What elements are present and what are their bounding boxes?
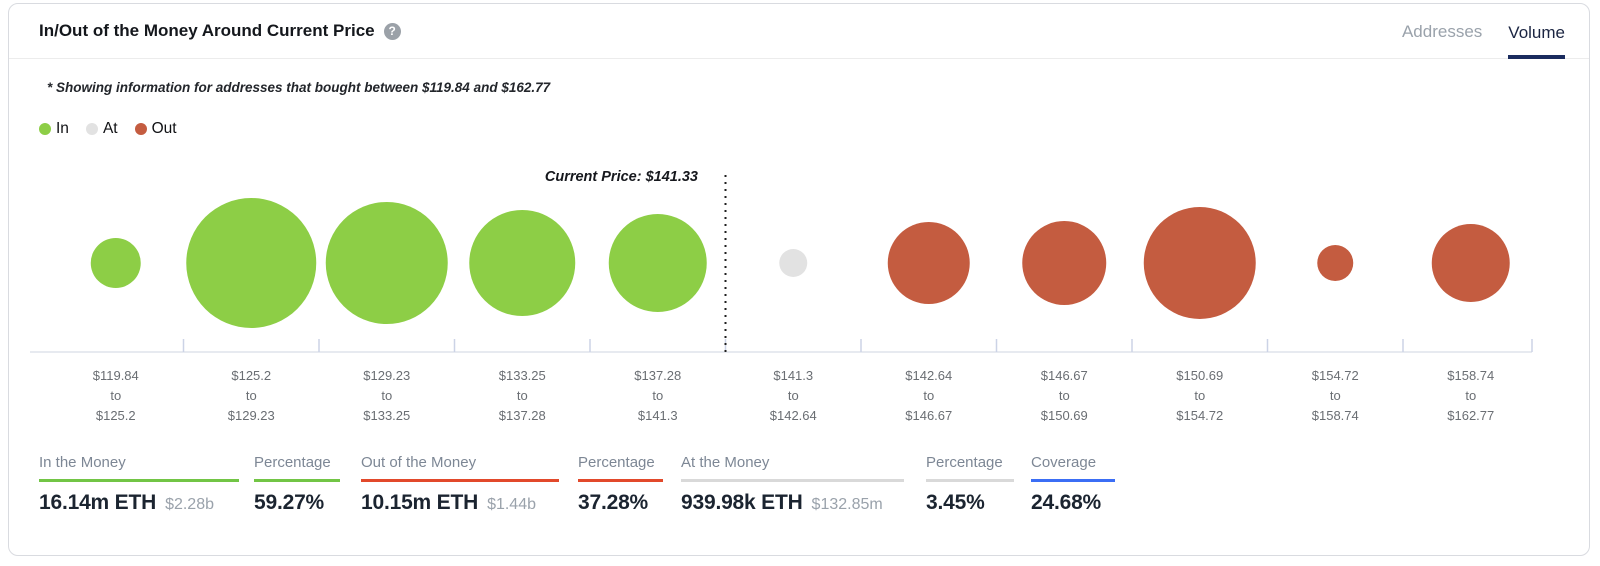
axis-band-label-6: $142.64 to $146.67 — [905, 368, 953, 424]
stat-coverage-6: Coverage 24.68% — [1031, 454, 1115, 515]
range-note: * Showing information for addresses that… — [47, 80, 551, 95]
chart-legend: In At Out — [39, 120, 1589, 138]
stat-secondary-value: $132.85m — [811, 496, 883, 513]
legend-item-in[interactable]: In — [39, 120, 69, 138]
stat-value: 10.15m ETH — [361, 491, 479, 514]
axis-band-label-0: $119.84 to $125.2 — [92, 368, 139, 424]
volume-bubble-in-4[interactable] — [608, 214, 707, 312]
volume-bubble-at-5[interactable] — [779, 249, 808, 277]
current-price-label: Current Price: $141.33 — [544, 169, 698, 185]
stat-label: At the Money — [681, 454, 904, 482]
volume-bubble-out-8[interactable] — [1143, 207, 1256, 319]
legend-dot-icon — [85, 123, 98, 135]
legend-label: At — [102, 120, 118, 137]
stat-in-the-money-0: In the Money 16.14m ETH $2.28b — [39, 454, 239, 515]
stat-percentage-1: Percentage 59.27% — [254, 454, 340, 515]
stat-label: Percentage — [578, 454, 663, 482]
stat-value: 24.68% — [1031, 491, 1102, 514]
legend-dot-icon — [134, 123, 147, 135]
legend-item-at[interactable]: At — [85, 120, 118, 138]
page-title: In/Out of the Money Around Current Price — [39, 21, 375, 40]
volume-bubble-out-9[interactable] — [1317, 245, 1354, 281]
volume-bubble-in-2[interactable] — [325, 202, 448, 324]
legend-dot-icon — [39, 123, 51, 135]
x-axis-labels: $119.84 to $125.2 $125.2 to $129.23 $129.23 to $… — [48, 366, 1539, 426]
stat-value: 37.28% — [578, 491, 649, 514]
stat-secondary-value: $1.44b — [487, 496, 536, 513]
stat-label: Out of the Money — [361, 454, 559, 482]
stat-percentage-5: Percentage 3.45% — [926, 454, 1014, 515]
card-header: In/Out of the Money Around Current Price… — [9, 4, 1589, 59]
view-tabs: Addresses Volume — [1401, 4, 1565, 59]
axis-band-label-5: $141.3 to $142.64 — [769, 368, 817, 424]
bubble-chart-canvas — [30, 175, 1533, 353]
volume-bubble-out-10[interactable] — [1431, 224, 1510, 302]
tab-volume[interactable]: Volume — [1508, 4, 1565, 59]
summary-stats: In the Money 16.14m ETH $2.28b Percentage 59… — [39, 454, 1589, 515]
axis-band-label-2: $129.23 to $133.25 — [363, 368, 411, 424]
volume-bubble-in-3[interactable] — [469, 210, 576, 316]
axis-band-label-4: $137.28 to $141.3 — [634, 368, 682, 424]
stat-percentage-3: Percentage 37.28% — [578, 454, 663, 515]
tab-addresses[interactable]: Addresses — [1401, 22, 1483, 41]
stat-label: Percentage — [926, 454, 1014, 482]
legend-label: In — [56, 120, 69, 137]
volume-bubble-out-6[interactable] — [887, 222, 970, 304]
axis-band-label-1: $125.2 to $129.23 — [227, 368, 275, 424]
legend-item-out[interactable]: Out — [134, 120, 177, 138]
stat-at-the-money-4: At the Money 939.98k ETH $132.85m — [681, 454, 904, 515]
stat-secondary-value: $2.28b — [165, 496, 214, 513]
axis-band-label-8: $150.69 to $154.72 — [1176, 368, 1224, 424]
axis-band-label-3: $133.25 to $137.28 — [498, 368, 546, 424]
stat-value: 3.45% — [926, 491, 985, 514]
volume-bubble-in-1[interactable] — [186, 198, 317, 328]
help-icon[interactable]: ? — [383, 22, 401, 40]
axis-band-label-9: $154.72 to $158.74 — [1311, 368, 1359, 424]
volume-bubble-out-7[interactable] — [1022, 221, 1107, 305]
stat-label: In the Money — [39, 454, 239, 482]
axis-band-label-7: $146.67 to $150.69 — [1040, 368, 1088, 424]
stat-value: 59.27% — [254, 491, 325, 514]
stat-out-of-the-money-2: Out of the Money 10.15m ETH $1.44b — [361, 454, 559, 515]
axis-band-label-10: $158.74 to $162.77 — [1447, 368, 1495, 424]
stat-label: Coverage — [1031, 454, 1115, 482]
stat-value: 939.98k ETH — [681, 491, 803, 514]
legend-label: Out — [151, 120, 177, 137]
bubble-chart: Current Price: $141.33 $119.84 to $125.2 $1… — [9, 160, 1589, 426]
stat-value: 16.14m ETH — [39, 491, 157, 514]
in-out-money-card: In/Out of the Money Around Current Price… — [8, 3, 1590, 556]
stat-label: Percentage — [254, 454, 340, 482]
volume-bubble-in-0[interactable] — [90, 238, 141, 288]
